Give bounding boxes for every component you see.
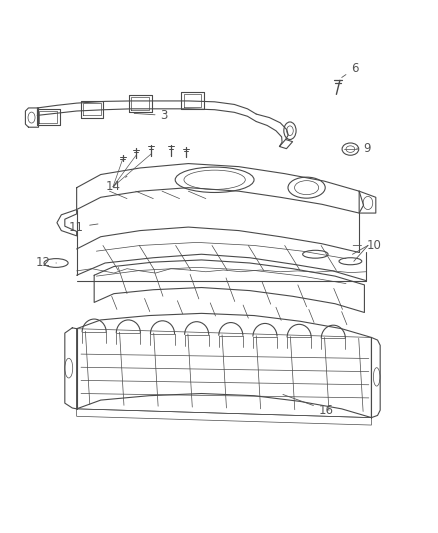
Text: 16: 16: [283, 394, 334, 417]
Text: 10: 10: [353, 239, 382, 252]
Text: 3: 3: [134, 109, 168, 122]
Text: 9: 9: [357, 142, 371, 155]
Text: 6: 6: [342, 62, 359, 77]
Text: 12: 12: [35, 256, 57, 270]
Text: 14: 14: [106, 176, 127, 193]
Text: 11: 11: [69, 221, 98, 233]
